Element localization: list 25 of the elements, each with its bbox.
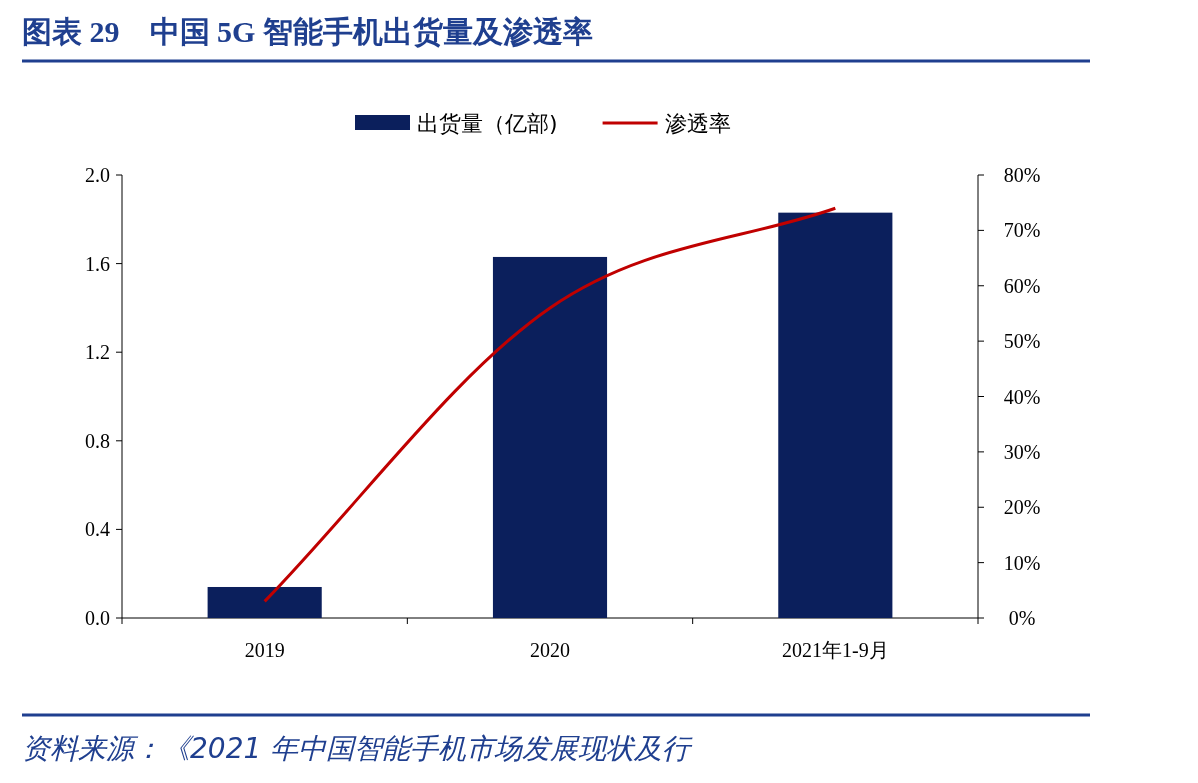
y2-tick-label: 80%	[1003, 164, 1041, 186]
y-tick-label: 1.6	[85, 252, 110, 275]
y-tick-label: 0.4	[85, 518, 110, 541]
legend-label: 渗透率	[664, 111, 731, 136]
y2-tick-label: 30%	[1003, 440, 1041, 463]
legend-label: 出货量（亿部)	[417, 111, 558, 136]
y2-tick-label: 40%	[1003, 385, 1041, 408]
y-tick-label: 1.2	[85, 341, 110, 364]
text: 资料来源：《2021 年中国智能手机市场发展现状及行	[22, 732, 694, 765]
y2-tick-label: 60%	[1003, 274, 1041, 297]
x-tick-label: 2021年1-9月	[782, 639, 889, 661]
x-tick-label: 2020	[530, 639, 570, 661]
y2-tick-label: 10%	[1003, 551, 1041, 574]
bar	[492, 256, 608, 618]
bar	[778, 212, 893, 618]
y-tick-label: 2.0	[85, 164, 110, 186]
x-tick-label: 2019	[244, 639, 285, 661]
y2-tick-label: 50%	[1003, 330, 1041, 353]
y-tick-label: 0.8	[85, 429, 110, 452]
y2-tick-label: 20%	[1003, 496, 1041, 519]
y2-tick-label: 70%	[1003, 219, 1041, 242]
bar	[207, 586, 322, 618]
chart-title: 图表 29 中国 5G 智能手机出货量及渗透率	[22, 15, 593, 48]
y2-tick-label: 0%	[1008, 607, 1036, 629]
y-tick-label: 0.0	[85, 607, 110, 629]
